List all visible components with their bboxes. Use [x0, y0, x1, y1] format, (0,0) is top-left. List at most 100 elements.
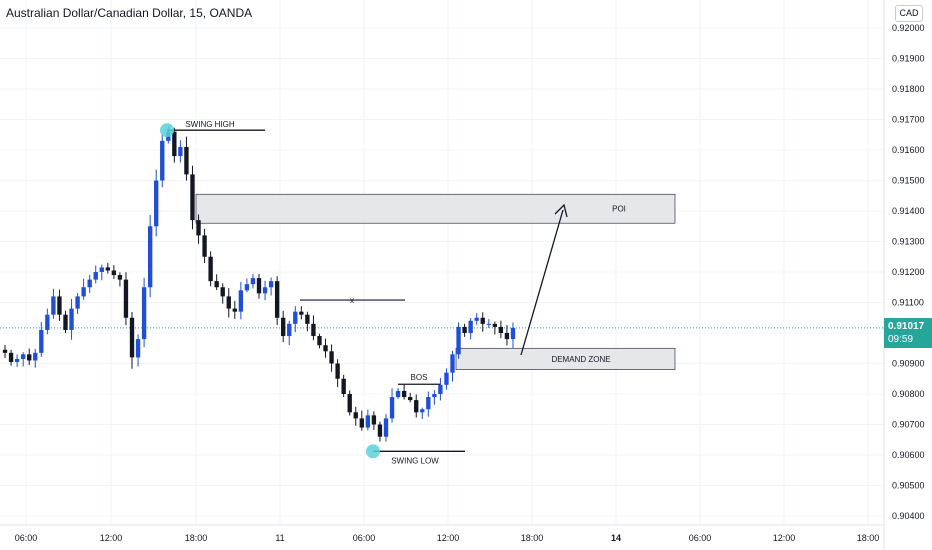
candle-down — [347, 394, 352, 413]
candle-up — [486, 323, 491, 325]
price-tick-label: 0.92000 — [892, 23, 925, 33]
poi-zone — [195, 193, 676, 224]
candle-down — [63, 314, 68, 330]
candle-down — [353, 412, 358, 419]
candle-up — [432, 394, 437, 398]
time-tick-label: 11 — [275, 533, 284, 543]
candle-up — [135, 339, 141, 358]
candle-down — [274, 281, 280, 318]
candle-down — [57, 296, 62, 315]
liquidity-x-marker: x — [350, 296, 354, 305]
candle-down — [305, 314, 310, 324]
price-scale-area[interactable] — [884, 0, 932, 550]
candle-up — [456, 326, 461, 355]
candle-up — [365, 415, 371, 428]
candle-up — [268, 281, 274, 288]
candle-up — [93, 272, 98, 280]
time-tick-label: 06:00 — [689, 533, 712, 543]
candle-down — [504, 333, 510, 340]
candle-up — [51, 296, 56, 315]
candle-up — [141, 287, 147, 340]
annotations-layer: SWING HIGH SWING LOW BOS x — [160, 120, 568, 465]
time-tick-label: 12:00 — [773, 533, 796, 543]
candle-up — [420, 409, 425, 413]
candle-up — [20, 354, 26, 359]
candle-up — [45, 314, 50, 330]
price-tick-label: 0.91100 — [892, 298, 924, 308]
candle-up — [39, 329, 44, 353]
candle-down — [377, 424, 383, 437]
candle-up — [81, 287, 86, 297]
candle-down — [401, 390, 407, 398]
candle-down — [498, 326, 504, 333]
zones-layer: POI DEMAND ZONE — [195, 193, 676, 370]
chart-title: Australian Dollar/Canadian Dollar, 15, O… — [6, 6, 253, 20]
price-tick-label: 0.91900 — [892, 54, 925, 64]
candle-up — [383, 418, 389, 437]
candle-down — [220, 287, 225, 297]
candle-down — [123, 279, 129, 318]
candle-down — [407, 397, 413, 401]
candle-up — [75, 296, 80, 309]
price-tick-label: 0.90600 — [892, 450, 925, 460]
price-tick-label: 0.91800 — [892, 84, 925, 94]
candle-down — [208, 256, 213, 282]
candle-down — [414, 400, 419, 413]
candle-down — [117, 275, 123, 280]
candle-down — [27, 354, 32, 361]
price-tick-label: 0.90900 — [892, 359, 925, 369]
candle-down — [8, 352, 14, 362]
time-tick-label: 14 — [611, 533, 621, 543]
price-tick-label: 0.91200 — [892, 267, 925, 277]
candle-down — [371, 415, 377, 425]
swing-low-label: SWING LOW — [391, 456, 439, 465]
time-tick-label: 18:00 — [521, 533, 544, 543]
candle-down — [299, 311, 304, 315]
bar-countdown: 09:59 — [888, 334, 914, 345]
candle-down — [323, 345, 328, 352]
swing-high-label: SWING HIGH — [185, 120, 235, 129]
candle-down — [311, 323, 316, 337]
candle-up — [87, 279, 92, 288]
candle-up — [33, 352, 38, 361]
time-tick-label: 06:00 — [353, 533, 376, 543]
candle-up — [468, 320, 473, 333]
candle-down — [329, 351, 334, 364]
price-tick-label: 0.91500 — [892, 176, 925, 186]
candle-up — [99, 267, 104, 272]
demand-zone — [455, 347, 676, 370]
candle-down — [172, 131, 177, 157]
time-tick-label: 18:00 — [185, 533, 208, 543]
candle-up — [69, 308, 74, 330]
candle-up — [160, 140, 165, 181]
price-tick-label: 0.90500 — [892, 481, 925, 491]
candle-down — [256, 278, 262, 294]
swing-low-marker — [366, 444, 380, 459]
currency-badge[interactable]: CAD — [895, 5, 923, 22]
candle-up — [426, 397, 431, 410]
candle-up — [395, 390, 401, 398]
candle-up — [510, 327, 516, 340]
projection-arrow-head — [554, 203, 568, 218]
candle-down — [226, 296, 231, 309]
candle-up — [293, 311, 298, 324]
candle-down — [492, 323, 498, 327]
candle-down — [359, 418, 364, 428]
time-axis: 06:00 12:00 18:00 11 06:00 12:00 18:00 14 06:00 1… — [15, 533, 880, 543]
price-tick-label: 0.91400 — [892, 206, 925, 216]
candle-down — [2, 349, 8, 353]
price-tick-label: 0.91700 — [892, 115, 925, 125]
poi-label: POI — [612, 205, 626, 214]
candles-layer — [2, 126, 516, 442]
price-tick-label: 0.90400 — [892, 511, 925, 521]
candle-down — [105, 267, 111, 271]
candle-up — [147, 226, 153, 288]
candle-up — [238, 290, 244, 312]
candle-down — [232, 308, 237, 312]
price-tick-label: 0.91600 — [892, 145, 925, 155]
candle-down — [129, 317, 135, 358]
candle-down — [184, 146, 189, 175]
candle-up — [154, 180, 159, 227]
projection-arrow-line — [520, 209, 564, 356]
